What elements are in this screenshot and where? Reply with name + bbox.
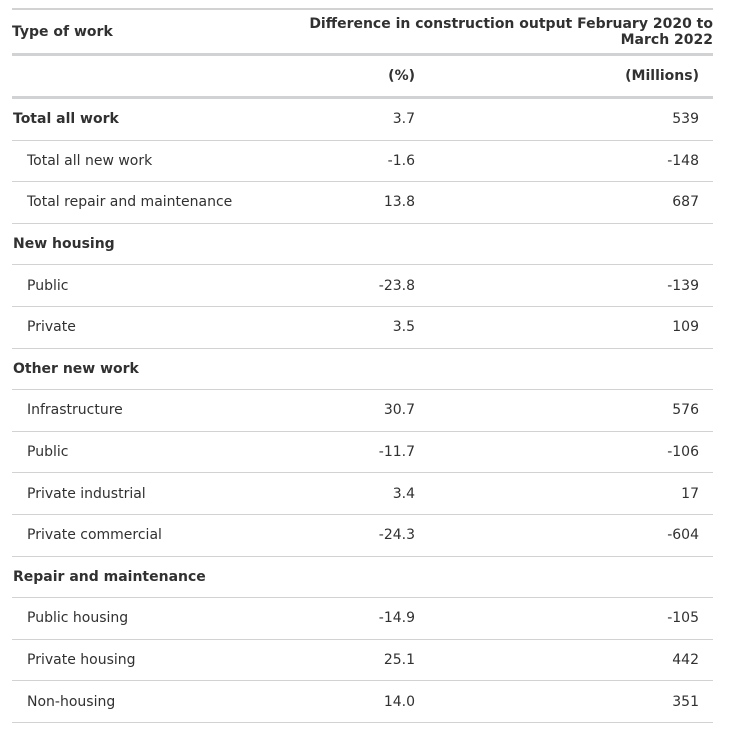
millions-unit-header: (Millions) — [415, 54, 713, 99]
table-row: Public -11.7 -106 — [12, 431, 713, 474]
table-row: Total all new work -1.6 -148 — [12, 140, 713, 183]
empty-unit-header — [12, 54, 260, 99]
row-label: Infrastructure — [12, 389, 260, 432]
header-row-titles: Type of work Difference in construction … — [12, 8, 713, 56]
table-header: Type of work Difference in construction … — [12, 8, 713, 99]
row-label: Public — [12, 264, 260, 307]
table-row: Private housing 25.1 442 — [12, 639, 713, 682]
table-row: Public housing -14.9 -105 — [12, 597, 713, 640]
type-of-work-header: Type of work — [12, 8, 260, 56]
row-label: Private — [12, 306, 260, 349]
percent-cell — [260, 223, 415, 266]
table-group-row: Repair and maintenance — [12, 556, 713, 599]
percent-cell: -1.6 — [260, 140, 415, 183]
millions-cell: 442 — [415, 639, 713, 682]
percent-cell: -23.8 — [260, 264, 415, 307]
table-row: Infrastructure 30.7 576 — [12, 389, 713, 432]
percent-cell: -24.3 — [260, 514, 415, 557]
row-label: Private housing — [12, 639, 260, 682]
millions-cell: -139 — [415, 264, 713, 307]
row-label: Private commercial — [12, 514, 260, 557]
millions-cell: 17 — [415, 472, 713, 515]
group-label: New housing — [12, 223, 260, 266]
percent-cell: 13.8 — [260, 181, 415, 224]
percent-cell: 3.4 — [260, 472, 415, 515]
percent-cell — [260, 348, 415, 391]
millions-cell: -105 — [415, 597, 713, 640]
table-row: Private industrial 3.4 17 — [12, 472, 713, 515]
millions-cell: -604 — [415, 514, 713, 557]
millions-cell: 351 — [415, 680, 713, 723]
row-label: Private industrial — [12, 472, 260, 515]
millions-cell: 539 — [415, 97, 713, 141]
millions-cell: -148 — [415, 140, 713, 183]
millions-cell — [415, 348, 713, 391]
millions-cell: 576 — [415, 389, 713, 432]
group-label: Repair and maintenance — [12, 556, 260, 599]
table-body: Total all work 3.7 539 Total all new work -1… — [12, 97, 713, 723]
millions-cell — [415, 223, 713, 266]
table-row: Private commercial -24.3 -604 — [12, 514, 713, 557]
percent-cell: -11.7 — [260, 431, 415, 474]
percent-cell: 30.7 — [260, 389, 415, 432]
difference-header: Difference in construction output Februa… — [260, 8, 713, 56]
row-label: Public housing — [12, 597, 260, 640]
table-row: Non-housing 14.0 351 — [12, 680, 713, 723]
percent-cell: 25.1 — [260, 639, 415, 682]
millions-cell — [415, 556, 713, 599]
percent-cell: 3.7 — [260, 97, 415, 141]
row-label: Total all new work — [12, 140, 260, 183]
millions-cell: 687 — [415, 181, 713, 224]
group-label: Other new work — [12, 348, 260, 391]
millions-cell: 109 — [415, 306, 713, 349]
table-row: Public -23.8 -139 — [12, 264, 713, 307]
table-row: Total repair and maintenance 13.8 687 — [12, 181, 713, 224]
table-group-row: Other new work — [12, 348, 713, 391]
row-label: Total repair and maintenance — [12, 181, 260, 224]
percent-cell: -14.9 — [260, 597, 415, 640]
construction-output-table-container: Type of work Difference in construction … — [12, 8, 713, 723]
millions-cell: -106 — [415, 431, 713, 474]
percent-unit-header: (%) — [260, 54, 415, 99]
table-row: Private 3.5 109 — [12, 306, 713, 349]
percent-cell — [260, 556, 415, 599]
row-label: Non-housing — [12, 680, 260, 723]
percent-cell: 3.5 — [260, 306, 415, 349]
table-group-row: Total all work 3.7 539 — [12, 97, 713, 141]
construction-output-table: Type of work Difference in construction … — [12, 8, 713, 723]
table-group-row: New housing — [12, 223, 713, 266]
group-label: Total all work — [12, 97, 260, 141]
row-label: Public — [12, 431, 260, 474]
percent-cell: 14.0 — [260, 680, 415, 723]
header-row-units: (%) (Millions) — [12, 54, 713, 99]
